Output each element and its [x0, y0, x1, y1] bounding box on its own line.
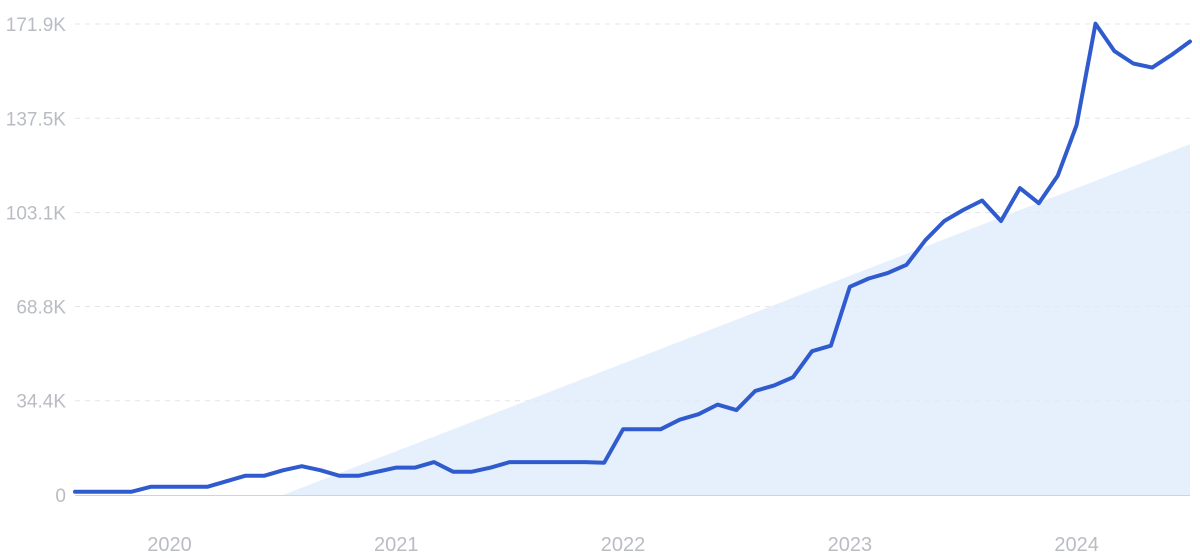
y-tick-label: 171.9K — [6, 15, 67, 36]
series-line — [73, 21, 1192, 494]
trend-area — [282, 144, 1190, 495]
x-tick-label: 2021 — [374, 534, 419, 556]
y-tick-label: 34.4K — [16, 392, 66, 413]
y-tick-label: 68.8K — [16, 297, 66, 318]
y-tick-label: 0 — [55, 486, 66, 507]
x-tick-label: 2023 — [828, 534, 873, 556]
y-tick-label: 103.1K — [6, 204, 67, 225]
y-axis-ticks: 0 34.4K 68.8K 103.1K 137.5K 171.9K — [6, 15, 67, 507]
y-tick-label: 137.5K — [6, 109, 67, 130]
x-tick-label: 2024 — [1054, 534, 1099, 556]
x-tick-label: 2022 — [601, 534, 646, 556]
x-tick-label: 2020 — [147, 534, 192, 556]
x-axis-ticks: 2020 2021 2022 2023 2024 — [147, 534, 1099, 556]
